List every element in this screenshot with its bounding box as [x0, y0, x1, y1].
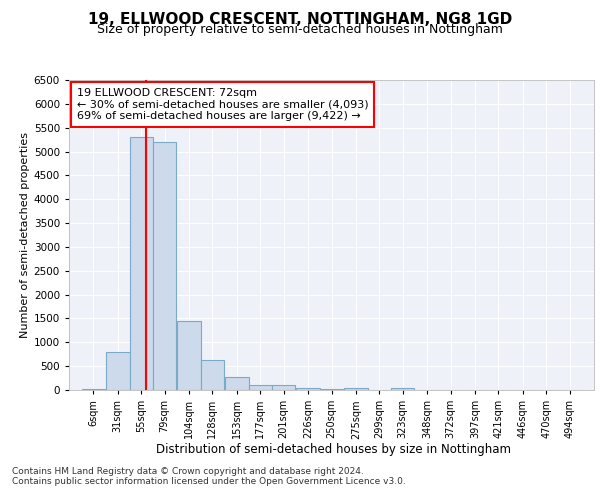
Bar	[344, 388, 368, 390]
Text: 19 ELLWOOD CRESCENT: 72sqm
← 30% of semi-detached houses are smaller (4,093)
69%: 19 ELLWOOD CRESCENT: 72sqm ← 30% of semi…	[77, 88, 368, 121]
Bar	[201, 360, 224, 390]
Bar	[178, 321, 201, 390]
Text: Distribution of semi-detached houses by size in Nottingham: Distribution of semi-detached houses by …	[155, 442, 511, 456]
Bar	[82, 388, 105, 390]
Text: Contains HM Land Registry data © Crown copyright and database right 2024.: Contains HM Land Registry data © Crown c…	[12, 467, 364, 476]
Bar	[320, 388, 343, 390]
Bar	[106, 352, 130, 390]
Text: Size of property relative to semi-detached houses in Nottingham: Size of property relative to semi-detach…	[97, 22, 503, 36]
Y-axis label: Number of semi-detached properties: Number of semi-detached properties	[20, 132, 29, 338]
Bar	[272, 385, 295, 390]
Bar	[391, 388, 415, 390]
Bar	[248, 384, 272, 390]
Bar	[130, 137, 153, 390]
Text: Contains public sector information licensed under the Open Government Licence v3: Contains public sector information licen…	[12, 477, 406, 486]
Bar	[153, 142, 176, 390]
Bar	[296, 388, 320, 390]
Text: 19, ELLWOOD CRESCENT, NOTTINGHAM, NG8 1GD: 19, ELLWOOD CRESCENT, NOTTINGHAM, NG8 1G…	[88, 12, 512, 28]
Bar	[225, 377, 248, 390]
